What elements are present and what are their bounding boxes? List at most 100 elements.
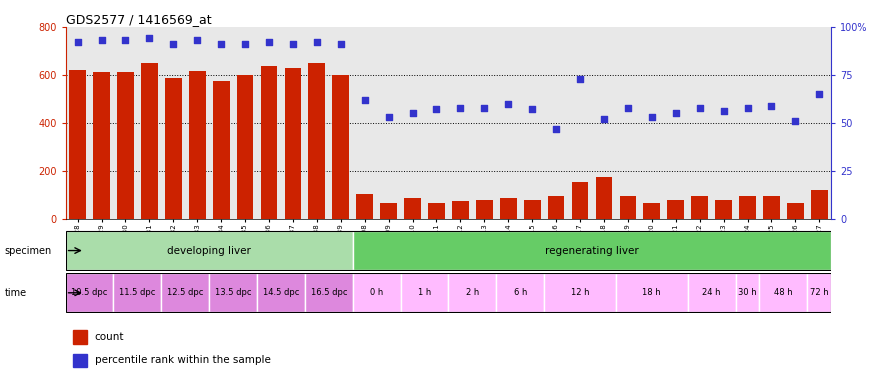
Text: 18 h: 18 h bbox=[642, 288, 662, 297]
Text: time: time bbox=[4, 288, 26, 298]
Bar bbox=[428, 203, 444, 219]
Point bbox=[382, 114, 396, 120]
Bar bbox=[309, 63, 326, 219]
Bar bbox=[643, 203, 660, 219]
Text: 12.5 dpc: 12.5 dpc bbox=[167, 288, 204, 297]
Text: percentile rank within the sample: percentile rank within the sample bbox=[94, 356, 270, 366]
Bar bbox=[69, 70, 86, 219]
Bar bbox=[74, 329, 88, 344]
Text: specimen: specimen bbox=[4, 245, 52, 256]
Bar bbox=[66, 231, 353, 270]
Bar bbox=[284, 68, 301, 219]
Text: regenerating liver: regenerating liver bbox=[545, 245, 639, 256]
Bar bbox=[261, 66, 277, 219]
Bar bbox=[117, 73, 134, 219]
Point bbox=[597, 116, 611, 122]
Text: 24 h: 24 h bbox=[703, 288, 721, 297]
Point bbox=[430, 106, 444, 113]
Bar bbox=[404, 199, 421, 219]
Point bbox=[166, 41, 180, 47]
Bar bbox=[114, 273, 161, 312]
Bar bbox=[596, 177, 612, 219]
Bar bbox=[164, 78, 182, 219]
Text: 1 h: 1 h bbox=[418, 288, 431, 297]
Point bbox=[94, 37, 108, 43]
Bar bbox=[213, 81, 229, 219]
Point bbox=[693, 104, 707, 111]
Bar bbox=[548, 196, 564, 219]
Point bbox=[765, 103, 779, 109]
Bar bbox=[353, 231, 831, 270]
Bar bbox=[524, 200, 541, 219]
Text: 10.5 dpc: 10.5 dpc bbox=[72, 288, 108, 297]
Point bbox=[668, 110, 682, 116]
Point bbox=[238, 41, 252, 47]
Bar bbox=[571, 182, 588, 219]
Bar bbox=[189, 71, 206, 219]
Point bbox=[214, 41, 228, 47]
Bar bbox=[304, 273, 353, 312]
Point bbox=[118, 37, 132, 43]
Point bbox=[453, 104, 467, 111]
Bar bbox=[401, 273, 449, 312]
Bar bbox=[691, 196, 708, 219]
Text: 2 h: 2 h bbox=[466, 288, 479, 297]
Bar bbox=[760, 273, 808, 312]
Text: 16.5 dpc: 16.5 dpc bbox=[311, 288, 347, 297]
Bar bbox=[715, 200, 732, 219]
Bar bbox=[668, 200, 684, 219]
Text: developing liver: developing liver bbox=[167, 245, 251, 256]
Text: 72 h: 72 h bbox=[810, 288, 829, 297]
Bar bbox=[544, 273, 616, 312]
Bar bbox=[688, 273, 736, 312]
Bar bbox=[353, 273, 401, 312]
Point bbox=[573, 76, 587, 82]
Bar bbox=[356, 194, 373, 219]
Point bbox=[525, 106, 539, 113]
Point bbox=[286, 41, 300, 47]
Bar bbox=[808, 273, 831, 312]
Point bbox=[71, 39, 85, 45]
Text: 30 h: 30 h bbox=[738, 288, 757, 297]
Bar bbox=[449, 273, 496, 312]
Bar bbox=[787, 203, 804, 219]
Bar bbox=[763, 196, 780, 219]
Bar bbox=[381, 203, 397, 219]
Bar bbox=[161, 273, 209, 312]
Bar bbox=[476, 200, 493, 219]
Point bbox=[262, 39, 276, 45]
Text: count: count bbox=[94, 331, 124, 341]
Bar bbox=[739, 196, 756, 219]
Point bbox=[717, 108, 731, 114]
Point bbox=[310, 39, 324, 45]
Bar bbox=[257, 273, 304, 312]
Text: GDS2577 / 1416569_at: GDS2577 / 1416569_at bbox=[66, 13, 211, 26]
Text: 48 h: 48 h bbox=[774, 288, 793, 297]
Point bbox=[478, 104, 492, 111]
Point bbox=[740, 104, 754, 111]
Bar bbox=[332, 75, 349, 219]
Bar bbox=[496, 273, 544, 312]
Bar bbox=[141, 63, 158, 219]
Point bbox=[788, 118, 802, 124]
Point bbox=[645, 114, 659, 120]
Text: 12 h: 12 h bbox=[570, 288, 589, 297]
Bar bbox=[811, 190, 828, 219]
Text: 11.5 dpc: 11.5 dpc bbox=[119, 288, 156, 297]
Bar bbox=[209, 273, 257, 312]
Point bbox=[812, 91, 826, 97]
Bar bbox=[500, 199, 516, 219]
Bar bbox=[736, 273, 760, 312]
Bar bbox=[237, 75, 254, 219]
Text: 14.5 dpc: 14.5 dpc bbox=[262, 288, 299, 297]
Point bbox=[621, 104, 635, 111]
Point bbox=[143, 35, 157, 41]
Point bbox=[190, 37, 204, 43]
Bar bbox=[93, 73, 110, 219]
Text: 0 h: 0 h bbox=[370, 288, 383, 297]
Text: 13.5 dpc: 13.5 dpc bbox=[215, 288, 251, 297]
Bar bbox=[66, 273, 114, 312]
Bar bbox=[620, 196, 636, 219]
Point bbox=[358, 97, 372, 103]
Point bbox=[501, 101, 515, 107]
